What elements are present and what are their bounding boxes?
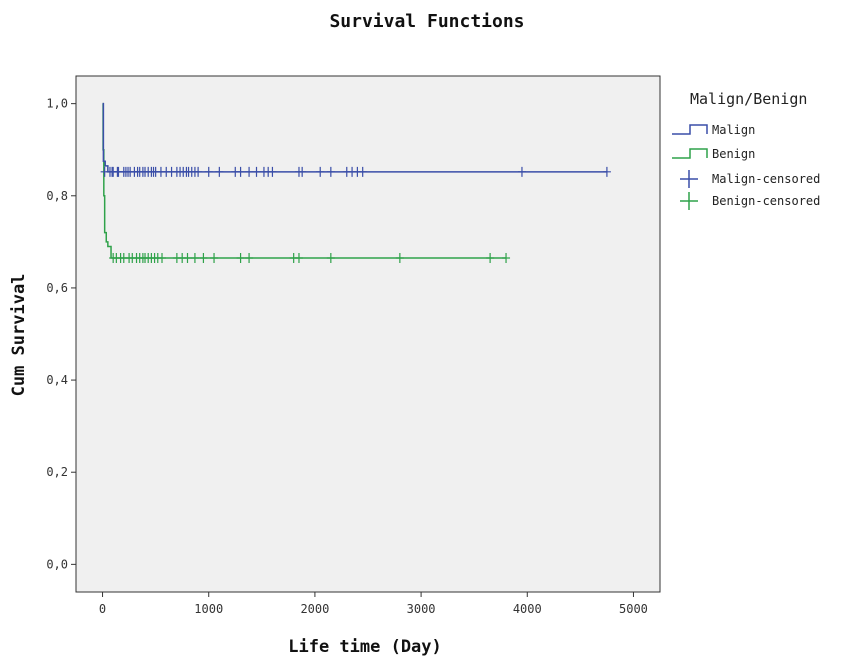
benign-censor-mark <box>199 252 208 263</box>
legend-label-malign: Malign <box>712 123 755 137</box>
malign-censor-mark <box>252 166 261 177</box>
x-tick-label: 2000 <box>300 602 329 616</box>
benign-censor-mark <box>326 252 335 263</box>
chart-title: Survival Functions <box>329 11 524 32</box>
benign-censor-mark <box>395 252 404 263</box>
benign-censor-mark <box>210 252 219 263</box>
legend-malign-censored-icon <box>680 170 698 188</box>
legend-label-malign-censored: Malign-censored <box>712 172 820 186</box>
malign-survival-line <box>102 102 607 173</box>
benign-censor-mark <box>158 252 167 263</box>
x-tick-label: 4000 <box>513 602 542 616</box>
x-tick-label: 0 <box>99 602 106 616</box>
malign-censor-mark <box>268 166 277 177</box>
y-tick-label: 0,2 <box>46 465 68 479</box>
malign-censor-mark <box>316 166 325 177</box>
malign-censor-mark <box>215 166 224 177</box>
x-axis-label: Life time (Day) <box>288 637 442 657</box>
y-tick-label: 0,0 <box>46 557 68 571</box>
legend-label-benign-censored: Benign-censored <box>712 194 820 208</box>
y-tick-label: 0,6 <box>46 281 68 295</box>
legend-label-benign: Benign <box>712 147 755 161</box>
y-axis-label: Cum Survival <box>9 274 29 397</box>
benign-censor-mark <box>502 252 511 263</box>
malign-censor-mark <box>602 166 611 177</box>
y-tick-label: 1,0 <box>46 97 68 111</box>
legend-benign-swatch <box>672 148 708 159</box>
legend-title: Malign/Benign <box>690 90 807 108</box>
malign-censor-mark <box>204 166 213 177</box>
malign-censor-mark <box>326 166 335 177</box>
malign-censor-mark <box>358 166 367 177</box>
y-tick-label: 0,8 <box>46 189 68 203</box>
x-tick-label: 1000 <box>194 602 223 616</box>
benign-censor-mark <box>190 252 199 263</box>
malign-censor-mark <box>298 166 307 177</box>
benign-censor-mark <box>245 252 254 263</box>
legend: Malign/Benign Malign Benign Malign-censo… <box>672 90 820 210</box>
y-tick-label: 0,4 <box>46 373 68 387</box>
benign-censor-mark <box>486 252 495 263</box>
benign-censor-mark <box>236 252 245 263</box>
y-axis: 0,0 0,2 0,4 0,6 0,8 1,0 <box>46 97 76 571</box>
x-tick-label: 5000 <box>619 602 648 616</box>
benign-censor-mark <box>294 252 303 263</box>
malign-censor-mark <box>517 166 526 177</box>
x-tick-label: 3000 <box>407 602 436 616</box>
plot-area <box>75 75 661 593</box>
x-axis: 0 1000 2000 3000 4000 5000 <box>99 592 648 616</box>
malign-censor-mark <box>194 166 203 177</box>
malign-censor-mark <box>236 166 245 177</box>
legend-malign-swatch <box>672 124 708 135</box>
malign-censor-mark <box>245 166 254 177</box>
series-layer <box>100 102 611 263</box>
benign-censor-mark <box>183 252 192 263</box>
legend-benign-censored-icon <box>680 192 698 210</box>
